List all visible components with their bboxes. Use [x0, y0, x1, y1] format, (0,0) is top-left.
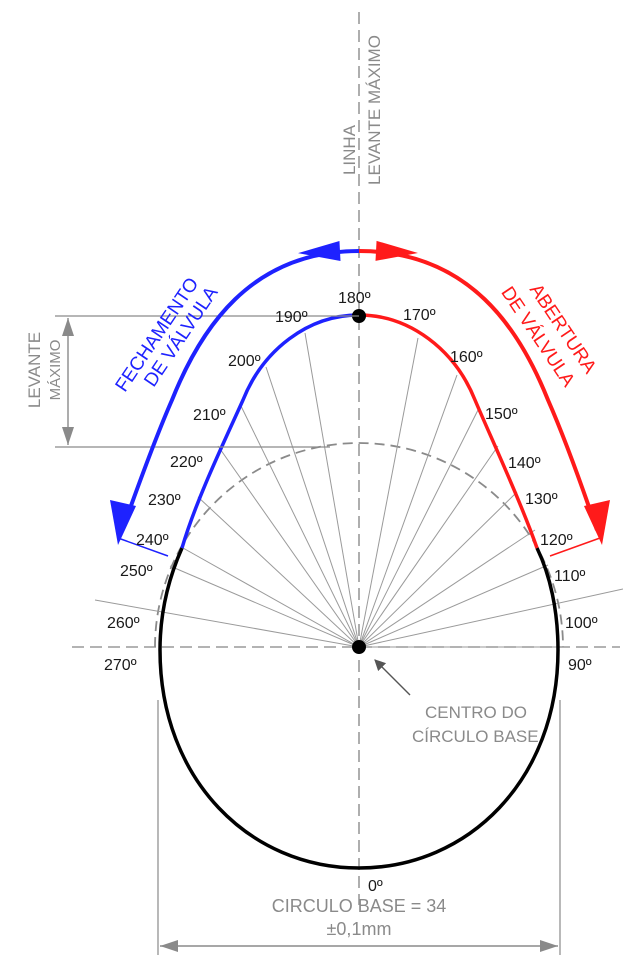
closing-profile [180, 313, 360, 549]
angle-140: 140º [508, 455, 541, 472]
angle-270: 270º [104, 657, 137, 674]
centro-label-2: CÍRCULO BASE [412, 727, 539, 746]
max-lift-arrow-bottom [62, 427, 74, 445]
closing-arrow-tail-head [298, 240, 341, 261]
levante-label-1: LEVANTE [25, 332, 44, 408]
radial-line-220 [217, 445, 360, 648]
center-dot [352, 640, 366, 654]
opening-profile [358, 313, 539, 549]
radial-line-150 [358, 409, 479, 648]
radial-line-210 [239, 403, 360, 648]
angle-220: 220º [170, 454, 203, 471]
angle-110: 110º [554, 568, 586, 585]
base-circle-label: CIRCULO BASE = 34 [272, 896, 447, 916]
angle-0: 0º [368, 878, 383, 895]
base-circle-profile [158, 547, 560, 870]
closing-arrow-head [110, 500, 136, 545]
angle-90: 90º [568, 657, 592, 674]
angle-labels: 0º 90º 100º 110º 120º 130º 140º 150º 160… [104, 290, 598, 895]
linha-label-1: LINHA [340, 124, 359, 175]
closing-arrow [120, 249, 360, 531]
radial-line-160 [358, 374, 458, 648]
angle-130: 130º [525, 491, 558, 508]
linha-label-2: LEVANTE MÁXIMO [365, 35, 384, 185]
radial-line-110 [358, 564, 549, 648]
tick-120 [549, 537, 601, 557]
radial-line-170 [358, 337, 419, 648]
radial-line-260 [94, 599, 360, 648]
angle-120: 120º [540, 532, 573, 549]
radial-lines [94, 332, 623, 648]
centro-label-1: CENTRO DO [425, 703, 527, 722]
angle-210: 210º [193, 407, 226, 424]
angle-200: 200º [228, 353, 261, 370]
angle-170: 170º [403, 307, 436, 324]
radial-line-190 [304, 332, 360, 648]
radial-line-240 [182, 547, 360, 648]
radial-line-130 [358, 491, 518, 648]
opening-arrow-tail-head [375, 240, 418, 261]
angle-160: 160º [450, 349, 483, 366]
radial-line-120 [358, 529, 536, 648]
radial-line-100 [358, 588, 623, 648]
base-width-arrow-left [160, 940, 178, 952]
max-lift-arrow-top [62, 318, 74, 336]
angle-180: 180º [338, 290, 371, 307]
opening-arrow-head [584, 500, 610, 545]
base-width-arrow-right [540, 940, 558, 952]
radial-line-250 [169, 565, 360, 648]
angle-230: 230º [148, 492, 181, 509]
center-pointer-line [374, 659, 411, 696]
angle-150: 150º [485, 406, 518, 423]
radial-line-230 [197, 496, 360, 648]
radial-line-200 [265, 366, 360, 648]
angle-190: 190º [275, 309, 308, 326]
levante-label-2: MÁXIMO [47, 340, 64, 401]
angle-240: 240º [136, 532, 169, 549]
radial-line-140 [358, 445, 499, 648]
angle-100: 100º [565, 615, 598, 632]
tick-240 [117, 537, 169, 557]
angle-260: 260º [107, 615, 140, 632]
angle-250: 250º [120, 563, 153, 580]
opening-arrow [358, 249, 599, 531]
base-tolerance-label: ±0,1mm [327, 919, 392, 939]
